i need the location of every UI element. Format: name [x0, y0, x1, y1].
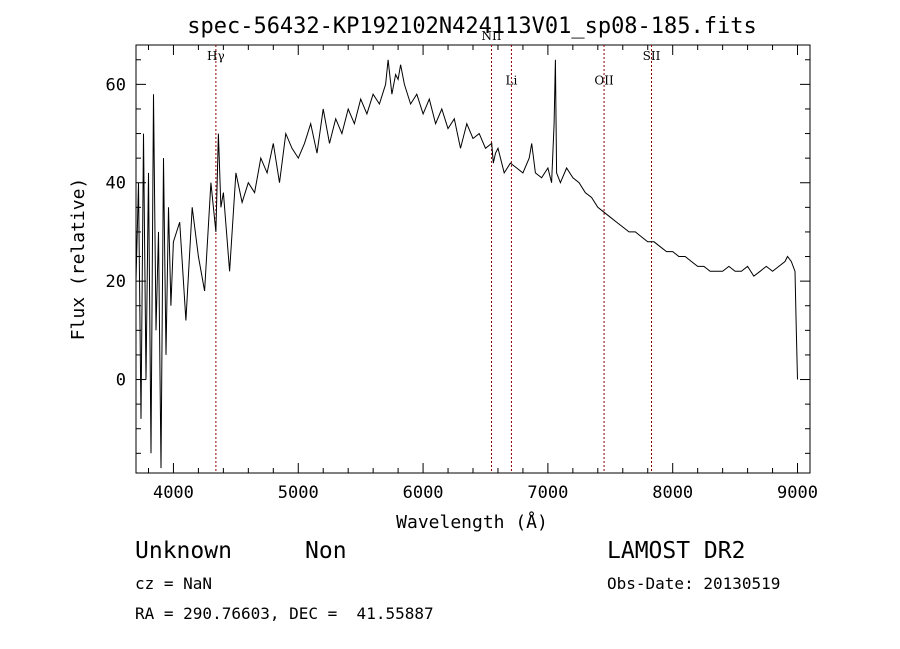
emission-line-markers: Hγ NII Li OII SII [207, 29, 661, 473]
line-marker-label: Li [506, 73, 518, 87]
line-marker-label: NII [481, 29, 501, 43]
x-tick-label: 6000 [403, 483, 444, 503]
object-subclass: Non [305, 538, 347, 564]
x-tick-label: 8000 [652, 483, 693, 503]
x-axis-label: Wavelength (Å) [396, 511, 548, 533]
y-tick-label: 40 [106, 174, 126, 194]
survey-name: LAMOST DR2 [607, 538, 746, 564]
x-tick-label: 9000 [777, 483, 818, 503]
y-tick-label: 0 [116, 371, 126, 391]
x-tick-label: 5000 [278, 483, 319, 503]
y-tick-label: 20 [106, 272, 126, 292]
line-marker-label: SII [643, 49, 661, 63]
x-tick-label: 4000 [153, 483, 194, 503]
line-marker-label: OII [594, 73, 614, 87]
redshift-cz: cz = NaN [135, 574, 213, 593]
chart-title: spec-56432-KP192102N424113V01_sp08-185.f… [187, 14, 757, 39]
line-marker-label: Hγ [207, 49, 225, 63]
plot-frame [135, 44, 811, 474]
coordinates: RA = 290.76603, DEC = 41.55887 [135, 604, 434, 623]
axis-ticks: 4000 5000 6000 7000 8000 9000 0 20 40 60 [106, 45, 818, 503]
y-tick-label: 60 [106, 75, 126, 95]
spectrum-line [135, 59, 798, 469]
object-class: Unknown [135, 538, 232, 564]
y-axis-label: Flux (relative) [68, 178, 89, 341]
x-tick-label: 7000 [527, 483, 568, 503]
observation-date: Obs-Date: 20130519 [607, 574, 781, 593]
